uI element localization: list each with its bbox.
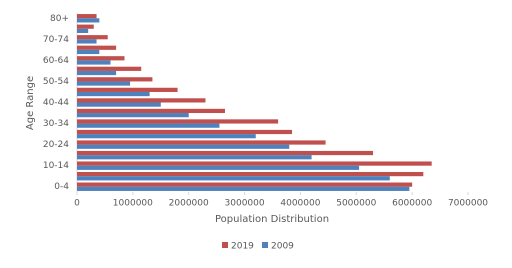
bar xyxy=(77,35,108,40)
bar xyxy=(77,165,360,170)
bar xyxy=(77,102,161,107)
bar xyxy=(77,24,94,29)
legend-swatch xyxy=(222,242,228,248)
bar xyxy=(77,18,100,23)
y-tick-label: 70-74 xyxy=(43,35,69,45)
bar xyxy=(77,108,226,114)
legend-swatch xyxy=(262,242,268,248)
y-tick-label: 20-24 xyxy=(43,140,69,150)
x-tick-label: 4000000 xyxy=(280,199,320,209)
y-tick-label: 0-4 xyxy=(54,182,69,192)
bar xyxy=(77,45,117,50)
x-tick-label: 5000000 xyxy=(336,199,376,209)
y-axis-title: Age Range xyxy=(25,76,36,130)
y-tick-label: 80+ xyxy=(50,14,69,24)
bar xyxy=(77,98,206,103)
bar xyxy=(77,155,312,160)
bar xyxy=(77,176,390,181)
bar xyxy=(77,123,220,128)
bar xyxy=(77,56,125,61)
bar xyxy=(77,140,326,145)
x-tick-label: 0 xyxy=(74,199,80,209)
bar xyxy=(77,182,413,187)
bar xyxy=(77,77,153,82)
y-tick-label: 60-64 xyxy=(43,56,69,66)
bar xyxy=(77,150,374,156)
bar xyxy=(77,161,432,166)
bar xyxy=(77,14,97,19)
bar xyxy=(77,186,410,191)
bar xyxy=(77,81,131,86)
x-tick-label: 1000000 xyxy=(113,199,153,209)
y-tick-label: 30-34 xyxy=(43,119,69,129)
bar xyxy=(77,49,100,55)
y-tick-label: 10-14 xyxy=(43,161,69,171)
bar xyxy=(77,171,424,177)
bar xyxy=(77,91,150,97)
x-tick-label: 6000000 xyxy=(392,199,432,209)
bar xyxy=(77,60,111,65)
y-tick-label: 50-54 xyxy=(43,77,69,87)
legend-label: 2009 xyxy=(271,242,294,252)
legend-label: 2019 xyxy=(231,242,254,252)
bar xyxy=(77,119,279,124)
bar xyxy=(77,28,89,34)
bar xyxy=(77,39,97,44)
x-axis-title: Population Distribution xyxy=(215,214,329,225)
y-tick-label: 40-44 xyxy=(43,98,69,108)
bar xyxy=(77,134,256,139)
x-tick-label: 2000000 xyxy=(169,199,209,209)
bar xyxy=(77,144,290,149)
bar xyxy=(77,70,117,76)
x-tick-label: 7000000 xyxy=(448,199,488,209)
bar xyxy=(77,66,142,71)
bar xyxy=(77,87,178,92)
bar xyxy=(77,113,189,118)
x-tick-label: 3000000 xyxy=(225,199,265,209)
bar xyxy=(77,129,293,135)
